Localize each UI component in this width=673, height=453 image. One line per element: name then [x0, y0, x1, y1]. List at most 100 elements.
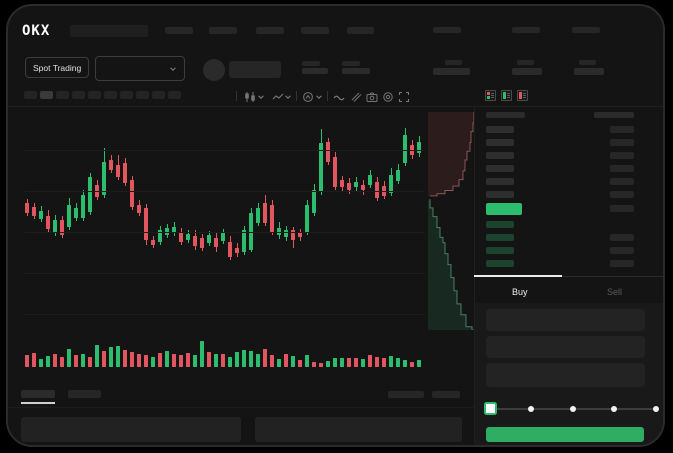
sell-tab-label: Sell — [607, 287, 623, 297]
bottom-tab-active[interactable] — [21, 390, 55, 398]
buy-submit-button[interactable] — [486, 427, 644, 442]
price-input[interactable] — [486, 309, 645, 331]
candlestick — [325, 142, 331, 162]
total-input[interactable] — [486, 363, 645, 387]
bottom-action[interactable] — [388, 391, 424, 398]
candlestick — [290, 230, 296, 240]
orderbook-view-bids-icon[interactable] — [501, 90, 512, 101]
buy-tab-indicator — [474, 275, 562, 277]
candlestick-chart-icon[interactable] — [244, 91, 256, 103]
timeframe-chip[interactable] — [104, 91, 117, 99]
bid-size-placeholder[interactable] — [610, 246, 634, 254]
bid-size-placeholder[interactable] — [610, 259, 634, 267]
layers-icon[interactable] — [350, 91, 362, 103]
volume-bar — [290, 356, 296, 367]
bottom-panel — [255, 417, 462, 442]
nav-right-item[interactable] — [512, 27, 540, 33]
volume-bar — [108, 347, 114, 367]
candlestick — [115, 165, 121, 177]
candlestick — [38, 211, 44, 219]
volume-bar — [339, 358, 345, 367]
timeframe-chip[interactable] — [136, 91, 149, 99]
volume-bar — [94, 345, 100, 367]
ask-price-placeholder[interactable] — [486, 190, 514, 198]
timeframe-chip[interactable] — [24, 91, 37, 99]
bid-price-placeholder[interactable] — [486, 221, 514, 228]
ask-size-placeholder[interactable] — [610, 164, 634, 172]
ask-size-placeholder[interactable] — [610, 151, 634, 159]
amount-slider-handle[interactable] — [484, 402, 497, 415]
settings-gear-icon[interactable] — [382, 91, 394, 103]
ask-size-placeholder[interactable] — [610, 126, 634, 133]
tab-buy[interactable]: Buy — [474, 277, 567, 303]
candlestick — [241, 230, 247, 252]
pair-selector-dropdown[interactable] — [95, 56, 185, 81]
nav-item[interactable] — [256, 27, 284, 34]
nav-right-item[interactable] — [433, 27, 461, 33]
slider-stop[interactable] — [528, 406, 534, 412]
orderbook-view-asks-icon[interactable] — [517, 90, 528, 101]
candlestick-chart[interactable] — [8, 6, 663, 445]
ask-size-placeholder[interactable] — [610, 190, 634, 198]
candlestick — [311, 190, 317, 213]
ask-price-placeholder[interactable] — [486, 177, 514, 185]
volume-bar — [87, 357, 93, 367]
ask-size-placeholder[interactable] — [610, 205, 634, 212]
camera-icon[interactable] — [366, 91, 378, 103]
chart-gridline — [25, 314, 425, 315]
nav-item[interactable] — [347, 27, 374, 34]
volume-bar — [255, 354, 261, 367]
orderbook-view-both-icon[interactable] — [485, 90, 496, 101]
chevron-down-icon[interactable] — [284, 93, 292, 101]
volume-bar — [318, 363, 324, 367]
candlestick — [234, 248, 240, 253]
stat-label-placeholder — [579, 60, 596, 65]
timeframe-chip[interactable] — [152, 91, 165, 99]
bottom-action[interactable] — [432, 391, 460, 398]
timeframe-chip[interactable] — [56, 91, 69, 99]
indicators-icon[interactable] — [302, 91, 314, 103]
timeframe-chip[interactable] — [72, 91, 85, 99]
slider-stop[interactable] — [570, 406, 576, 412]
search-placeholder[interactable] — [70, 25, 148, 37]
bid-size-placeholder[interactable] — [610, 233, 634, 241]
ask-size-placeholder[interactable] — [610, 177, 634, 185]
ask-price-placeholder[interactable] — [486, 138, 514, 146]
bid-price-placeholder[interactable] — [486, 233, 514, 241]
nav-right-item[interactable] — [572, 27, 600, 33]
nav-item[interactable] — [165, 27, 193, 34]
ask-price-placeholder[interactable] — [486, 126, 514, 133]
bid-price-placeholder[interactable] — [486, 259, 514, 267]
timeframe-chip[interactable] — [168, 91, 181, 99]
chevron-down-icon[interactable] — [315, 93, 323, 101]
ask-price-placeholder[interactable] — [486, 151, 514, 159]
volume-bar — [157, 353, 163, 367]
depth-chart — [428, 112, 475, 330]
stat-label-placeholder — [445, 60, 462, 65]
chevron-down-icon[interactable] — [257, 93, 265, 101]
bid-price-placeholder[interactable] — [486, 246, 514, 254]
market-type-dropdown[interactable]: Spot Trading — [25, 57, 89, 78]
book-asks-glyph — [519, 92, 522, 99]
stat-value-placeholder — [433, 68, 470, 75]
slider-stop[interactable] — [611, 406, 617, 412]
bottom-tab[interactable] — [68, 390, 101, 398]
nav-item[interactable] — [301, 27, 329, 34]
timeframe-chip[interactable] — [120, 91, 133, 99]
ask-price-placeholder[interactable] — [486, 164, 514, 172]
timeframe-chip[interactable] — [88, 91, 101, 99]
amount-input[interactable] — [486, 336, 645, 358]
candlestick — [45, 216, 51, 229]
nav-item[interactable] — [209, 27, 237, 34]
timeframe-chip[interactable] — [40, 91, 53, 99]
line-chart-icon[interactable] — [272, 91, 284, 103]
tab-sell[interactable]: Sell — [567, 277, 663, 303]
volume-bar — [38, 359, 44, 367]
orderbook-last-price-marker[interactable] — [486, 203, 522, 215]
volume-bar — [416, 360, 422, 367]
fullscreen-icon[interactable] — [398, 91, 410, 103]
candlestick — [164, 228, 170, 235]
slider-stop[interactable] — [653, 406, 659, 412]
ask-size-placeholder[interactable] — [610, 138, 634, 146]
wave-icon[interactable] — [333, 91, 345, 103]
